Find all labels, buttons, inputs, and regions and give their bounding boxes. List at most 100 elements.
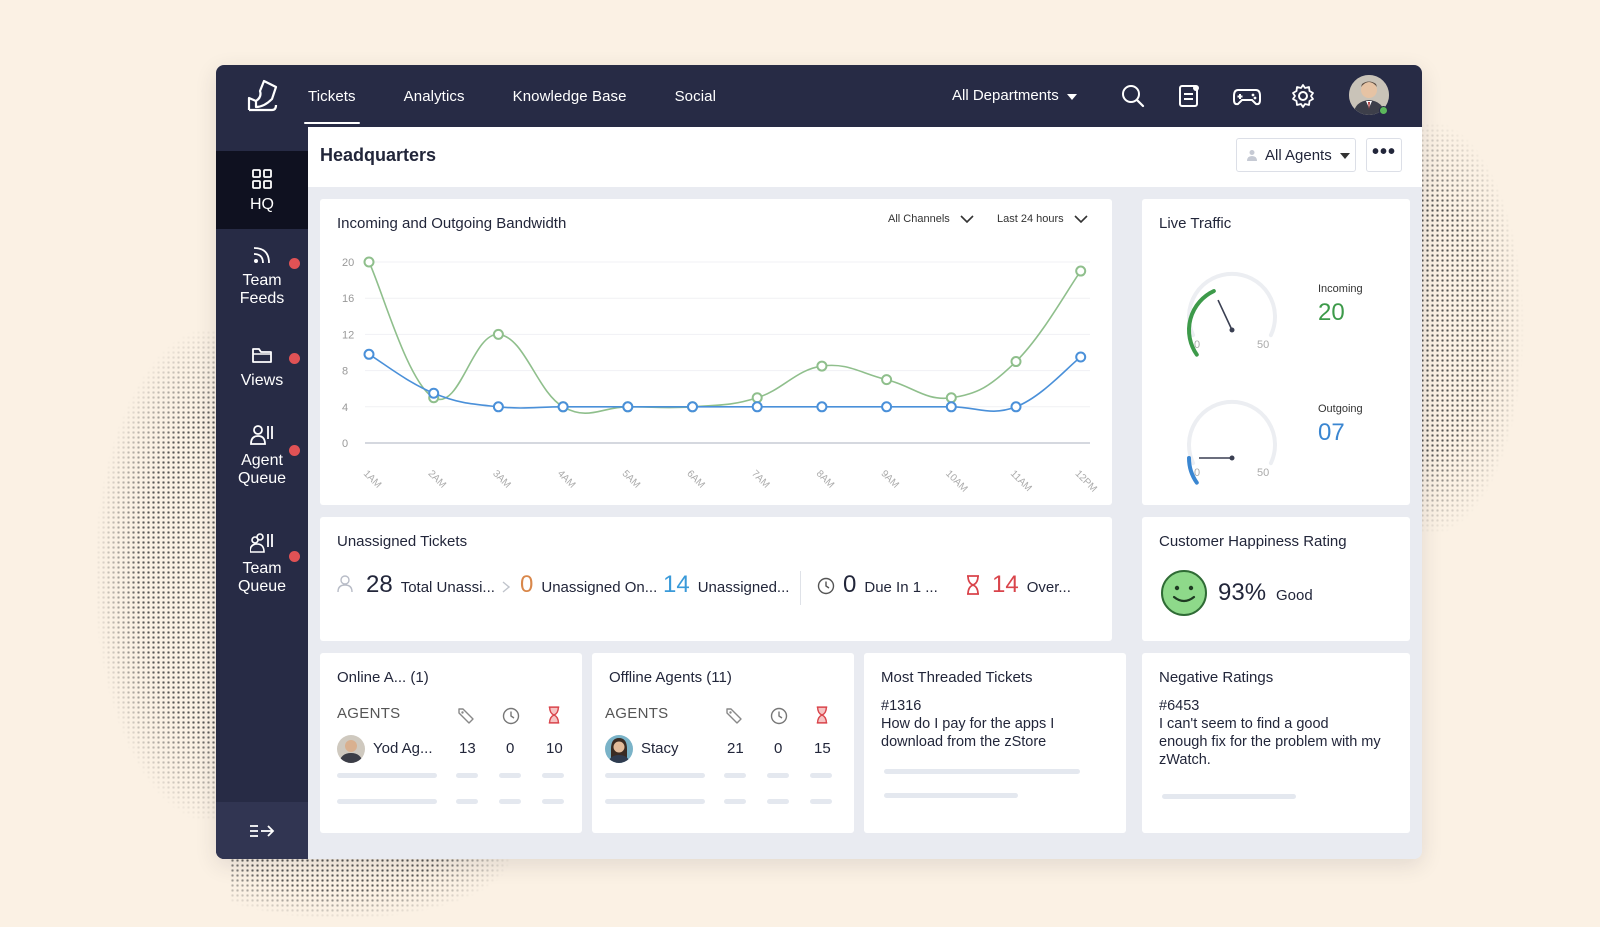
- y-tick-label: 12: [342, 329, 354, 341]
- most-threaded-tickets-card: Most Threaded Tickets #1316 How do I pay…: [864, 653, 1126, 833]
- tab-analytics[interactable]: Analytics: [403, 88, 465, 105]
- department-dropdown[interactable]: All Departments: [952, 65, 1077, 127]
- data-point: [751, 392, 763, 404]
- y-tick-label: 16: [342, 293, 354, 305]
- tab-tickets[interactable]: Tickets: [304, 65, 360, 127]
- x-tick-label: 4AM: [555, 468, 577, 490]
- online-agents-card: Online A... (1) AGENTS Yod Ag... 13 0 10: [320, 653, 582, 833]
- agents-filter-dropdown[interactable]: All Agents: [1236, 138, 1356, 172]
- happiness-percent: 93%: [1218, 579, 1267, 606]
- ticket-id[interactable]: #1316: [881, 698, 922, 714]
- ticket-id[interactable]: #6453: [1159, 698, 1200, 714]
- user-avatar[interactable]: [1349, 75, 1389, 115]
- collapse-arrow-icon: [250, 824, 275, 837]
- decorative-dot-pattern-right: [1405, 118, 1525, 538]
- x-tick-label: 5AM: [620, 468, 642, 490]
- loading-placeholder: [337, 773, 437, 778]
- sidebar-item-views[interactable]: Views: [216, 343, 308, 395]
- data-point: [751, 401, 763, 413]
- loading-placeholder: [884, 793, 1018, 798]
- due-in-metric[interactable]: 0 Due In 1 ...: [843, 571, 938, 599]
- series-line: [368, 261, 1082, 415]
- ticket-icon: [458, 708, 474, 724]
- loading-placeholder: [605, 773, 705, 778]
- unassigned-on-metric[interactable]: 0 Unassigned On...: [520, 571, 657, 599]
- user-avatar-image: [1349, 75, 1389, 115]
- metric-label: Over...: [1026, 579, 1071, 596]
- time-filter-dropdown[interactable]: Last 24 hours: [997, 213, 1088, 225]
- hourglass-icon: [816, 706, 828, 724]
- sidebar-item-team-feeds[interactable]: Team Feeds: [216, 243, 308, 315]
- left-sidebar: HQ Team Feeds Views: [216, 127, 308, 859]
- notification-badge: [289, 353, 300, 364]
- page-header: Headquarters All Agents •••: [308, 127, 1422, 187]
- metric-label: Total Unassi...: [400, 579, 495, 596]
- gamepad-icon[interactable]: [1232, 83, 1262, 109]
- outgoing-label: Outgoing: [1318, 403, 1363, 415]
- unassigned-metric[interactable]: 14 Unassigned...: [663, 571, 789, 599]
- card-title: Most Threaded Tickets: [881, 669, 1033, 686]
- sidebar-item-label: Agent Queue: [237, 452, 287, 487]
- gear-icon[interactable]: [1290, 83, 1316, 109]
- loading-placeholder: [542, 773, 564, 778]
- top-navigation-bar: Tickets Analytics Knowledge Base Social …: [216, 65, 1422, 127]
- loading-placeholder: [724, 773, 746, 778]
- more-options-button[interactable]: •••: [1366, 138, 1402, 172]
- sidebar-item-team-queue[interactable]: Team Queue: [216, 531, 308, 603]
- sidebar-item-label: HQ: [250, 196, 274, 213]
- chevron-down-icon: [1066, 94, 1077, 100]
- tab-knowledge-base[interactable]: Knowledge Base: [512, 88, 627, 105]
- data-point: [1010, 401, 1022, 413]
- search-icon[interactable]: [1120, 83, 1146, 109]
- hourglass-icon: [548, 706, 560, 724]
- notification-badge: [289, 258, 300, 269]
- data-point: [881, 401, 893, 413]
- live-traffic-gauges: [1187, 271, 1277, 485]
- x-tick-label: 12PM: [1073, 468, 1099, 494]
- agents-filter-label: All Agents: [1265, 146, 1332, 164]
- loading-placeholder: [499, 799, 521, 804]
- person-icon: [1247, 150, 1257, 161]
- loading-placeholder: [724, 799, 746, 804]
- x-tick-label: 11AM: [1008, 468, 1034, 494]
- loading-placeholder: [499, 773, 521, 778]
- team-queue-icon: [250, 533, 273, 553]
- loading-placeholder: [1162, 794, 1296, 799]
- overdue-metric[interactable]: 14 Over...: [992, 571, 1071, 599]
- ticket-subject[interactable]: I can't seem to find a good enough fix f…: [1159, 716, 1381, 768]
- data-point: [1010, 356, 1022, 368]
- avatar: [337, 735, 365, 763]
- loading-placeholder: [884, 769, 1080, 774]
- notification-badge: [289, 445, 300, 456]
- agent-name[interactable]: Yod Ag...: [373, 740, 433, 757]
- online-status-dot: [1379, 106, 1388, 115]
- clock-icon: [817, 577, 835, 595]
- data-point: [363, 348, 375, 360]
- data-point: [687, 401, 698, 413]
- dashboard-content: Headquarters All Agents ••• Incoming and…: [308, 127, 1422, 859]
- chevron-down-icon: [1074, 215, 1088, 223]
- card-title: Offline Agents (11): [609, 669, 732, 686]
- notes-icon[interactable]: [1176, 83, 1202, 109]
- department-dropdown-label: All Departments: [952, 87, 1059, 104]
- smiley-face-icon: [1161, 570, 1207, 616]
- data-point: [816, 360, 828, 372]
- gauge-min-label: 0: [1194, 467, 1201, 479]
- agent-tickets-count: 21: [727, 740, 744, 757]
- chevron-down-icon: [960, 215, 974, 223]
- data-point: [881, 374, 893, 386]
- tab-social[interactable]: Social: [674, 88, 717, 105]
- collapse-sidebar-button[interactable]: [216, 802, 308, 859]
- total-unassigned-metric[interactable]: 28 Total Unassi...: [366, 571, 495, 599]
- sidebar-item-hq[interactable]: HQ: [216, 151, 308, 229]
- agent-name[interactable]: Stacy: [641, 740, 679, 757]
- app-logo-icon[interactable]: [242, 77, 282, 117]
- sidebar-item-agent-queue[interactable]: Agent Queue: [216, 423, 308, 495]
- metric-value: 0: [843, 571, 857, 598]
- channel-filter-dropdown[interactable]: All Channels: [888, 213, 974, 225]
- ticket-subject[interactable]: How do I pay for the apps I download fro…: [881, 716, 1055, 750]
- data-point: [816, 401, 828, 413]
- metric-value: 14: [663, 571, 690, 598]
- unassigned-tickets-card: Unassigned Tickets 28 Total Unassi... 0 …: [320, 517, 1112, 641]
- metric-value: 0: [520, 571, 534, 598]
